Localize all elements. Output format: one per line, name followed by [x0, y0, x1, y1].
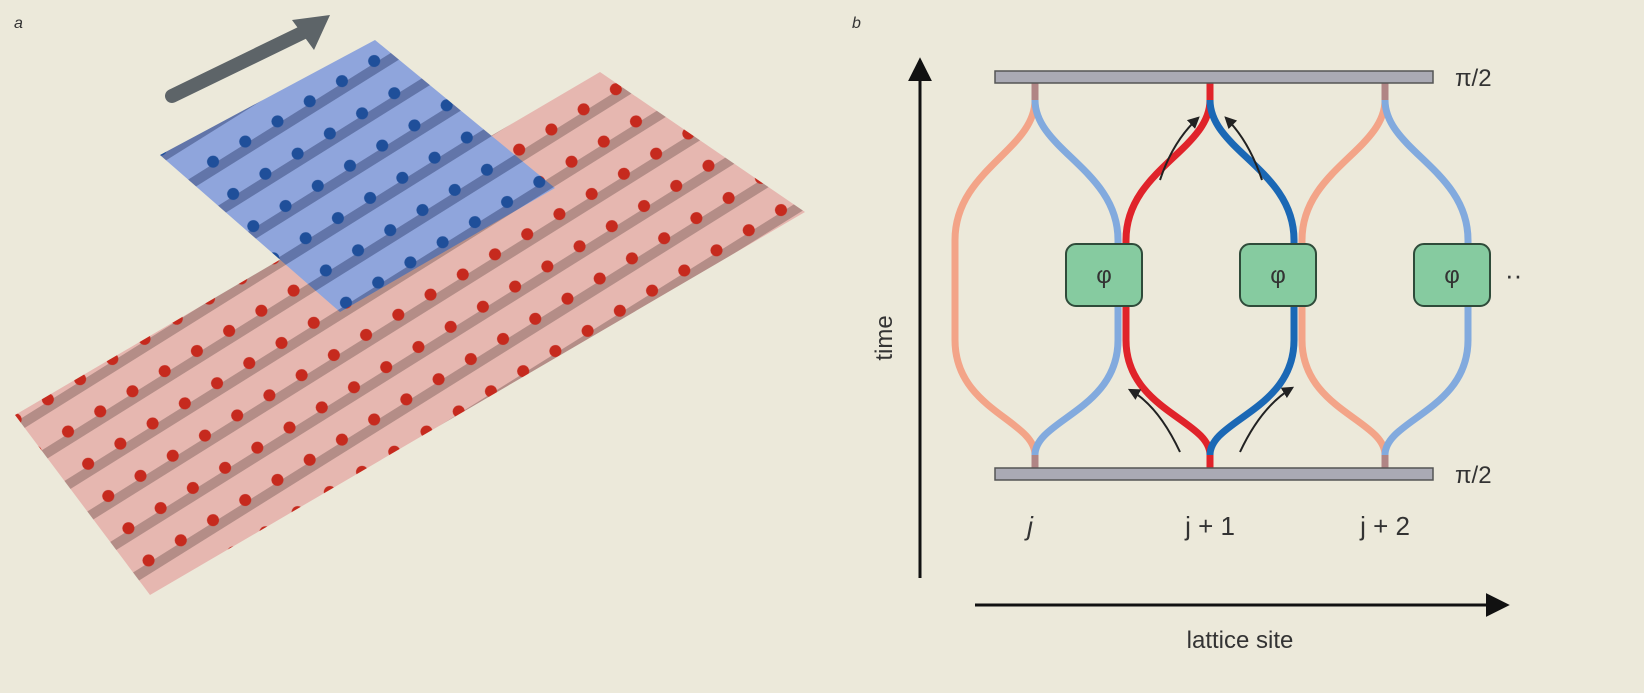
continuation: ·· — [1505, 260, 1522, 290]
phase-symbol: φ — [1270, 262, 1286, 289]
phase-symbol: φ — [1444, 262, 1460, 289]
site-label: j — [1024, 511, 1034, 541]
x-axis-label: lattice site — [1187, 627, 1294, 654]
site-label: j + 1 — [1184, 511, 1235, 541]
motion-arrowhead — [292, 15, 330, 50]
blue-lattice — [160, 40, 555, 312]
site-label: j + 2 — [1359, 511, 1410, 541]
strands — [951, 77, 1472, 474]
y-axis-label: time — [871, 315, 898, 360]
panel-label: b — [852, 15, 861, 32]
flow-arrows — [1127, 116, 1295, 453]
lattice-illustration — [15, 15, 805, 595]
pulse-bar — [994, 70, 1434, 84]
phase-boxes — [1065, 243, 1491, 307]
phase-label: π/2 — [1455, 65, 1492, 92]
motion-arrow — [165, 23, 315, 103]
red-lattice — [15, 72, 805, 595]
panel-label: a — [14, 15, 23, 32]
pulse-bar — [994, 467, 1434, 481]
phase-label: π/2 — [1455, 462, 1492, 489]
phase-symbol: φ — [1096, 262, 1112, 289]
